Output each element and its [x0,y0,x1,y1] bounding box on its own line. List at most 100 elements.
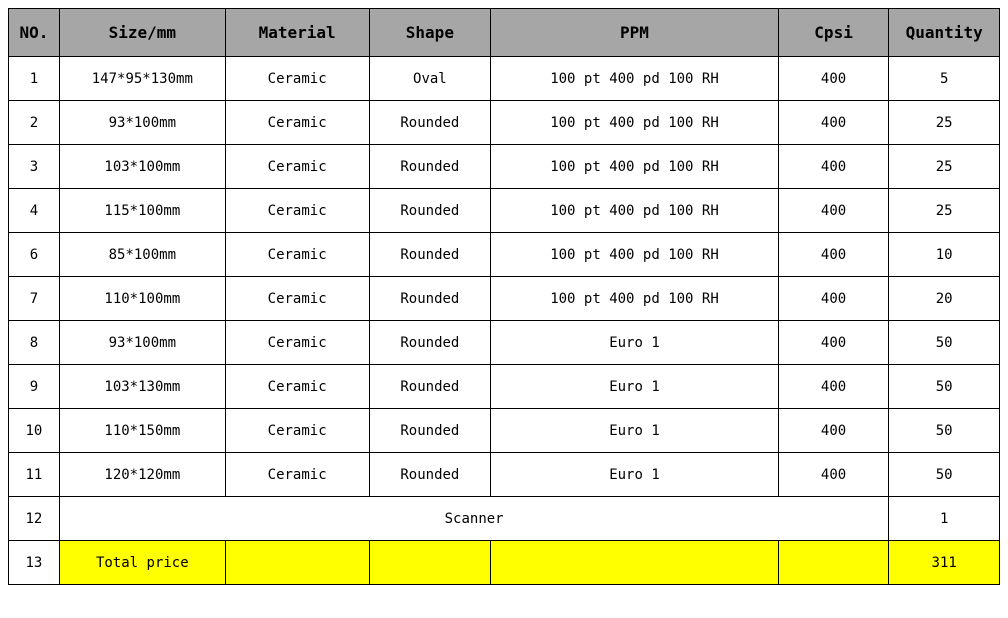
cell-ppm: Euro 1 [491,321,779,365]
cell-cpsi: 400 [778,233,889,277]
cell-ppm: Euro 1 [491,409,779,453]
cell-cpsi: 400 [778,189,889,233]
cell-ppm: Euro 1 [491,365,779,409]
cell-no: 7 [9,277,60,321]
cell-ppm: 100 pt 400 pd 100 RH [491,57,779,101]
total-blank-4 [778,541,889,585]
cell-no: 2 [9,101,60,145]
col-header-no: NO. [9,9,60,57]
cell-material: Ceramic [225,101,369,145]
cell-no: 10 [9,409,60,453]
cell-qty: 25 [889,145,1000,189]
cell-size: 103*130mm [59,365,225,409]
table-row: 6 85*100mm Ceramic Rounded 100 pt 400 pd… [9,233,1000,277]
cell-ppm: 100 pt 400 pd 100 RH [491,277,779,321]
table-row: 11 120*120mm Ceramic Rounded Euro 1 400 … [9,453,1000,497]
cell-shape: Rounded [369,277,491,321]
cell-ppm: 100 pt 400 pd 100 RH [491,233,779,277]
product-spec-table: NO. Size/mm Material Shape PPM Cpsi Quan… [8,8,1000,585]
cell-ppm: 100 pt 400 pd 100 RH [491,101,779,145]
cell-no: 8 [9,321,60,365]
cell-shape: Rounded [369,453,491,497]
cell-qty: 50 [889,453,1000,497]
cell-no: 6 [9,233,60,277]
cell-qty: 50 [889,365,1000,409]
cell-qty: 25 [889,189,1000,233]
cell-shape: Rounded [369,409,491,453]
cell-shape: Rounded [369,233,491,277]
table-row: 2 93*100mm Ceramic Rounded 100 pt 400 pd… [9,101,1000,145]
cell-size: 115*100mm [59,189,225,233]
cell-qty: 50 [889,321,1000,365]
cell-cpsi: 400 [778,101,889,145]
cell-no: 1 [9,57,60,101]
table-row: 10 110*150mm Ceramic Rounded Euro 1 400 … [9,409,1000,453]
col-header-quantity: Quantity [889,9,1000,57]
cell-size: 85*100mm [59,233,225,277]
cell-size: 110*100mm [59,277,225,321]
cell-material: Ceramic [225,365,369,409]
cell-cpsi: 400 [778,321,889,365]
col-header-ppm: PPM [491,9,779,57]
total-label: Total price [59,541,225,585]
cell-qty: 1 [889,497,1000,541]
cell-material: Ceramic [225,189,369,233]
cell-ppm: Euro 1 [491,453,779,497]
col-header-material: Material [225,9,369,57]
cell-material: Ceramic [225,409,369,453]
total-row: 13 Total price 311 [9,541,1000,585]
cell-shape: Rounded [369,145,491,189]
cell-material: Ceramic [225,145,369,189]
cell-qty: 25 [889,101,1000,145]
cell-shape: Oval [369,57,491,101]
cell-size: 93*100mm [59,101,225,145]
col-header-cpsi: Cpsi [778,9,889,57]
cell-size: 147*95*130mm [59,57,225,101]
cell-qty: 20 [889,277,1000,321]
cell-no: 9 [9,365,60,409]
cell-cpsi: 400 [778,277,889,321]
table-row: 7 110*100mm Ceramic Rounded 100 pt 400 p… [9,277,1000,321]
scanner-label: Scanner [59,497,888,541]
table-row: 4 115*100mm Ceramic Rounded 100 pt 400 p… [9,189,1000,233]
cell-qty: 50 [889,409,1000,453]
cell-no: 4 [9,189,60,233]
cell-shape: Rounded [369,101,491,145]
cell-shape: Rounded [369,321,491,365]
table-body: 1 147*95*130mm Ceramic Oval 100 pt 400 p… [9,57,1000,585]
table-row: 1 147*95*130mm Ceramic Oval 100 pt 400 p… [9,57,1000,101]
table-row: 8 93*100mm Ceramic Rounded Euro 1 400 50 [9,321,1000,365]
cell-ppm: 100 pt 400 pd 100 RH [491,189,779,233]
cell-size: 93*100mm [59,321,225,365]
cell-material: Ceramic [225,57,369,101]
cell-cpsi: 400 [778,409,889,453]
cell-material: Ceramic [225,321,369,365]
col-header-size: Size/mm [59,9,225,57]
total-blank-1 [225,541,369,585]
cell-size: 120*120mm [59,453,225,497]
table-row: 9 103*130mm Ceramic Rounded Euro 1 400 5… [9,365,1000,409]
cell-no: 3 [9,145,60,189]
cell-cpsi: 400 [778,145,889,189]
cell-material: Ceramic [225,233,369,277]
cell-no: 11 [9,453,60,497]
cell-cpsi: 400 [778,453,889,497]
cell-material: Ceramic [225,277,369,321]
table-header-row: NO. Size/mm Material Shape PPM Cpsi Quan… [9,9,1000,57]
cell-no: 13 [9,541,60,585]
total-qty: 311 [889,541,1000,585]
cell-ppm: 100 pt 400 pd 100 RH [491,145,779,189]
cell-size: 110*150mm [59,409,225,453]
cell-qty: 5 [889,57,1000,101]
cell-cpsi: 400 [778,57,889,101]
cell-shape: Rounded [369,189,491,233]
cell-material: Ceramic [225,453,369,497]
cell-cpsi: 400 [778,365,889,409]
cell-shape: Rounded [369,365,491,409]
total-blank-2 [369,541,491,585]
cell-no: 12 [9,497,60,541]
total-blank-3 [491,541,779,585]
scanner-row: 12 Scanner 1 [9,497,1000,541]
table-row: 3 103*100mm Ceramic Rounded 100 pt 400 p… [9,145,1000,189]
col-header-shape: Shape [369,9,491,57]
